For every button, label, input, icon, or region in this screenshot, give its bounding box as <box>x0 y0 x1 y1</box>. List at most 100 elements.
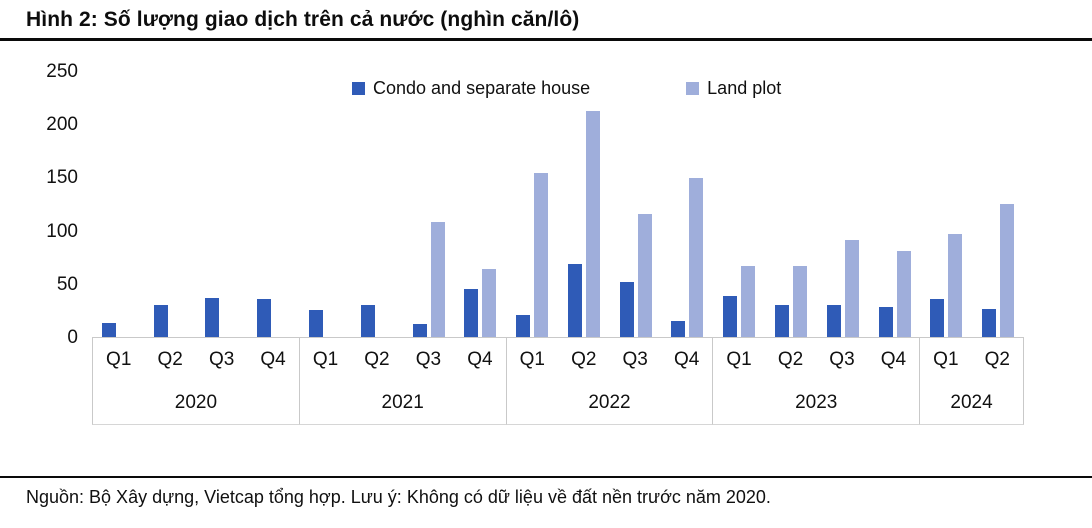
quarter-label: Q4 <box>467 349 493 370</box>
bar-land-2023-Q3 <box>844 240 859 337</box>
quarter-row: Q1 Q2 Q3 Q4 <box>93 338 299 382</box>
legend-item-condo: Condo and separate house <box>352 78 590 99</box>
quarter-label: Q1 <box>726 349 752 370</box>
year-label: 2021 <box>381 392 424 413</box>
legend-label-land: Land plot <box>707 78 782 98</box>
legend-marker-condo-icon <box>352 82 365 95</box>
quarter-label: Q1 <box>106 349 132 370</box>
bar-land-2021-Q3 <box>430 222 445 337</box>
quarter-cell <box>972 72 1024 337</box>
year-label: 2024 <box>950 392 993 413</box>
bar-land-2023-Q4 <box>896 250 911 337</box>
bars-row <box>92 72 1024 337</box>
bar-land-2022-Q4 <box>689 178 704 337</box>
y-axis-label: 200 <box>46 114 78 136</box>
bar-condo-2024-Q2 <box>982 309 997 337</box>
quarter-cell <box>454 72 506 337</box>
quarter-cell <box>403 72 455 337</box>
quarter-cell <box>92 72 144 337</box>
bar-land-2021-Q4 <box>482 268 497 337</box>
quarter-cell <box>351 72 403 337</box>
quarter-label: Q2 <box>984 349 1010 370</box>
legend-item-land: Land plot <box>686 78 781 99</box>
plot-area: Condo and separate house Land plot <box>92 72 1024 338</box>
bar-land-2023-Q2 <box>793 265 807 337</box>
bar-condo-2023-Q1 <box>723 295 738 337</box>
bar-condo-2021-Q1 <box>309 310 323 337</box>
bar-condo-2021-Q2 <box>360 305 375 337</box>
quarter-cell <box>558 72 610 337</box>
quarter-row: Q1 Q2 Q3 Q4 <box>507 338 713 382</box>
quarter-cell <box>610 72 662 337</box>
y-axis-label: 100 <box>46 220 78 242</box>
bar-land-2022-Q3 <box>637 213 652 337</box>
quarter-cell <box>506 72 558 337</box>
quarter-label: Q3 <box>829 349 855 370</box>
year-label: 2022 <box>588 392 631 413</box>
quarter-label: Q3 <box>208 349 235 370</box>
quarter-label: Q1 <box>933 349 959 370</box>
quarter-cell <box>765 72 817 337</box>
legend-label-condo: Condo and separate house <box>373 78 591 98</box>
bar-condo-2023-Q3 <box>826 305 841 337</box>
bar-condo-2021-Q4 <box>464 289 479 337</box>
bar-condo-2021-Q3 <box>412 324 427 337</box>
y-axis-label: 0 <box>67 327 78 348</box>
bar-land-2024-Q2 <box>1000 204 1015 337</box>
legend-marker-land-icon <box>686 82 700 95</box>
bar-condo-2022-Q4 <box>671 321 686 337</box>
quarter-label: Q4 <box>880 349 907 370</box>
quarter-cell <box>713 72 765 337</box>
quarter-cell <box>869 72 921 337</box>
bar-condo-2022-Q2 <box>567 263 582 337</box>
year-label: 2020 <box>174 392 218 413</box>
bar-group-2020 <box>92 72 299 337</box>
x-group-2024: Q1 Q2 2024 <box>919 338 1025 425</box>
quarter-cell <box>144 72 196 337</box>
quarter-cell <box>662 72 714 337</box>
bar-land-2023-Q1 <box>741 265 756 337</box>
bar-land-2022-Q2 <box>585 111 600 337</box>
quarter-label: Q2 <box>571 349 597 370</box>
quarter-label: Q2 <box>777 349 804 370</box>
y-axis-label: 250 <box>46 61 78 82</box>
quarter-row: Q1 Q2 Q3 Q4 <box>713 338 919 382</box>
quarter-row: Q1 Q2 <box>920 338 1023 382</box>
y-axis-label: 50 <box>56 273 78 295</box>
bar-land-2024-Q1 <box>948 233 963 337</box>
source-note: Nguồn: Bộ Xây dựng, Vietcap tổng hợp. Lư… <box>26 487 771 507</box>
year-label: 2023 <box>795 392 838 413</box>
quarter-label: Q2 <box>364 349 390 370</box>
bar-group-2022 <box>506 72 713 337</box>
chart-footer: Nguồn: Bộ Xây dựng, Vietcap tổng hợp. Lư… <box>0 476 1092 508</box>
quarter-cell <box>817 72 869 337</box>
bar-group-2024 <box>920 72 1024 337</box>
bar-condo-2023-Q4 <box>878 307 893 337</box>
bar-land-2022-Q1 <box>534 173 549 337</box>
quarter-label: Q3 <box>622 349 648 370</box>
x-group-2023: Q1 Q2 Q3 Q4 2023 <box>712 338 920 425</box>
quarter-row: Q1 Q2 Q3 Q4 <box>300 338 506 382</box>
quarter-label: Q1 <box>519 349 545 370</box>
quarter-cell <box>920 72 972 337</box>
bar-condo-2024-Q1 <box>930 298 945 337</box>
bar-condo-2020-Q1 <box>101 323 116 337</box>
y-axis-label: 150 <box>46 167 78 189</box>
quarter-label: Q4 <box>260 349 286 370</box>
x-axis: Q1 Q2 Q3 Q4 2020 Q1 Q2 Q3 Q4 2021 Q1 Q2 Q3 Q4 2022 Q1 Q2… <box>92 338 1025 425</box>
x-group-2021: Q1 Q2 Q3 Q4 2021 <box>298 338 506 425</box>
bar-condo-2022-Q3 <box>619 281 634 337</box>
bar-condo-2023-Q2 <box>775 305 789 337</box>
bar-group-2023 <box>713 72 920 337</box>
chart-title: Hình 2: Số lượng giao dịch trên cả nước … <box>26 8 580 31</box>
x-group-2020: Q1 Q2 Q3 Q4 2020 <box>92 338 299 425</box>
bar-condo-2020-Q4 <box>257 298 272 337</box>
chart-header: Hình 2: Số lượng giao dịch trên cả nước … <box>0 0 1092 41</box>
quarter-label: Q3 <box>415 349 442 370</box>
legend: Condo and separate house Land plot <box>352 78 781 99</box>
x-group-2022: Q1 Q2 Q3 Q4 2022 <box>505 338 713 425</box>
quarter-cell <box>247 72 299 337</box>
bar-condo-2022-Q1 <box>516 314 531 337</box>
bar-group-2021 <box>299 72 506 337</box>
